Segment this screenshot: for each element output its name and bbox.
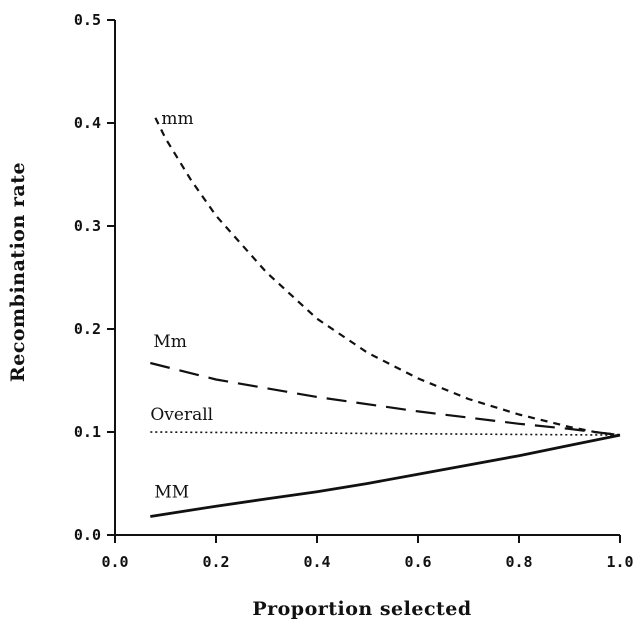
y-tick-label: 0.3 bbox=[74, 217, 101, 235]
x-tick-label: 0.4 bbox=[303, 553, 330, 571]
tick-group: 0.0 0.2 0.4 0.6 0.8 1.0 0.0 0.1 0.2 0.3 0.4 0.5 bbox=[74, 11, 634, 571]
x-axis-title: Proportion selected bbox=[252, 598, 471, 620]
series-line-overall bbox=[150, 431, 621, 436]
series-label-mm: mm bbox=[161, 109, 193, 129]
y-tick-label: 0.5 bbox=[74, 11, 101, 29]
x-tick-label: 0.6 bbox=[404, 553, 431, 571]
series-line-mm bbox=[154, 117, 621, 437]
x-tick-label: 0.2 bbox=[202, 553, 229, 571]
x-tick-label: 1.0 bbox=[606, 553, 633, 571]
y-tick-label: 0.4 bbox=[74, 114, 101, 132]
series-label-mm: MM bbox=[154, 482, 189, 502]
x-tick-label: 0.8 bbox=[505, 553, 532, 571]
y-tick-label: 0.1 bbox=[74, 423, 101, 441]
x-tick-label: 0.0 bbox=[101, 553, 128, 571]
series-line-mm bbox=[150, 433, 621, 518]
series-label-overall: Overall bbox=[150, 405, 213, 425]
series-label-mm: Mm bbox=[153, 332, 187, 352]
series-label-group: mm Mm Overall MM bbox=[150, 109, 213, 503]
series-group bbox=[150, 117, 621, 518]
series-line-mm bbox=[150, 361, 621, 437]
y-axis-title: Recombination rate bbox=[7, 162, 29, 382]
y-tick-label: 0.0 bbox=[74, 526, 101, 544]
y-tick-label: 0.2 bbox=[74, 320, 101, 338]
